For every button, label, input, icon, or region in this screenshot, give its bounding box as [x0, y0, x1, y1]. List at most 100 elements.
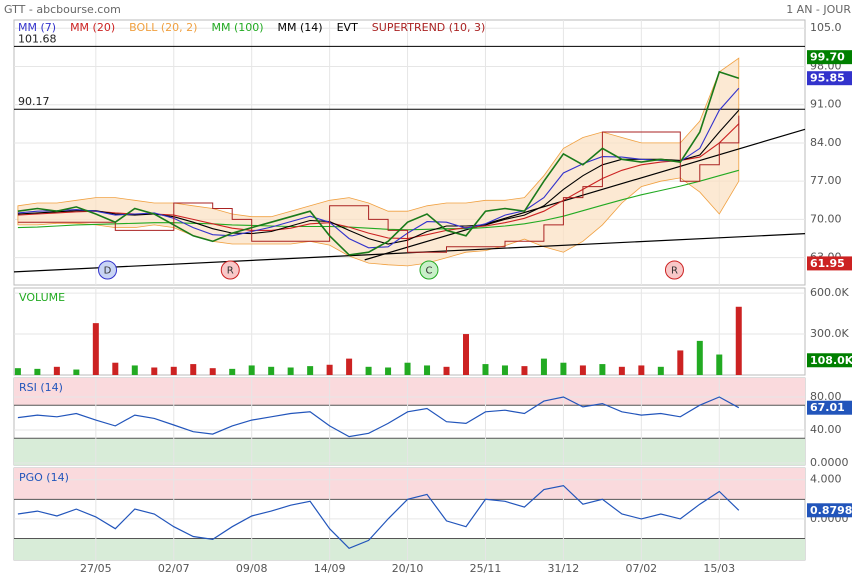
level-label: 90.17 — [18, 95, 50, 108]
volume-bar — [346, 358, 353, 375]
event-label: D — [104, 266, 112, 277]
y-tick-label: 300.0K — [810, 327, 849, 340]
y-tick-label: 84.00 — [810, 136, 842, 149]
volume-bar — [131, 365, 138, 375]
volume-bar — [638, 365, 645, 375]
last-value-box — [807, 353, 852, 368]
event-marker — [419, 260, 439, 280]
volume-bar — [151, 367, 158, 375]
volume-bar — [287, 367, 294, 375]
bollinger-band — [17, 57, 740, 267]
overbought-zone — [14, 378, 805, 406]
volume-bar — [657, 366, 664, 375]
legend-entry: MM (14) — [278, 21, 323, 34]
volume-bar — [716, 354, 723, 375]
panel — [13, 287, 806, 376]
volume-bar — [268, 366, 275, 375]
volume-bar — [618, 366, 625, 375]
trendline — [364, 128, 806, 261]
last-value-label: 0.8798 — [810, 504, 852, 517]
volume-bar — [677, 350, 684, 375]
y-tick-label: 80.00 — [810, 390, 842, 403]
volume-bar — [521, 366, 528, 375]
last-value-box — [807, 400, 852, 415]
volume-bar — [92, 323, 99, 375]
chart-title: GTT - abcbourse.com — [4, 3, 121, 16]
y-tick-label: 0.0000 — [810, 456, 849, 469]
moving-average — [17, 169, 739, 231]
volume-bar — [14, 368, 21, 375]
volume-bar — [560, 362, 567, 375]
oversold-zone — [14, 438, 805, 465]
price-line — [17, 70, 740, 256]
last-value-label: 67.01 — [810, 401, 845, 414]
legend-entry: EVT — [337, 21, 358, 34]
volume-bar — [365, 366, 372, 375]
volume-bar — [501, 365, 508, 375]
x-tick-label: 14/09 — [314, 562, 346, 575]
last-value-box — [807, 50, 852, 65]
x-tick-label: 20/10 — [392, 562, 424, 575]
volume-bar — [73, 369, 80, 375]
indicator-line — [17, 396, 740, 438]
x-tick-label: 25/11 — [470, 562, 502, 575]
volume-bar — [326, 364, 333, 375]
volume-bar — [482, 364, 489, 375]
y-tick-label: 4.000 — [810, 473, 842, 486]
last-value-box — [807, 256, 852, 271]
overbought-zone — [14, 468, 805, 500]
y-tick-label: 77.00 — [810, 174, 842, 187]
volume-bar — [463, 334, 469, 375]
volume-bar — [34, 368, 41, 375]
volume-bar — [209, 368, 216, 375]
last-value-label: 61.95 — [810, 257, 845, 270]
panel-title: VOLUME — [19, 291, 65, 304]
oversold-zone — [14, 538, 805, 560]
volume-bar — [599, 364, 606, 375]
x-tick-label: 31/12 — [548, 562, 580, 575]
event-label: C — [425, 266, 432, 277]
period: 1 AN - JOUR — [786, 3, 851, 16]
last-value-label: 108.0K — [810, 354, 854, 367]
y-tick-label: 70.00 — [810, 212, 842, 225]
volume-bar — [307, 366, 314, 375]
y-tick-label: 91.00 — [810, 98, 842, 111]
volume-bar — [53, 366, 60, 375]
volume-bar — [248, 365, 255, 375]
panel-title: PGO (14) — [19, 471, 69, 484]
last-value-label: 99.70 — [810, 51, 845, 64]
volume-bar — [540, 358, 547, 375]
volume-bar — [229, 368, 236, 375]
legend-entry: SUPERTREND (10, 3) — [372, 21, 486, 34]
x-tick-label: 27/05 — [80, 562, 112, 575]
legend-entry: MM (20) — [70, 21, 115, 34]
y-tick-label: 105.0 — [810, 21, 842, 34]
legend-entry: BOLL (20, 2) — [129, 21, 197, 34]
volume-bar — [696, 340, 703, 375]
moving-average — [17, 109, 740, 245]
y-tick-label: 600.0K — [810, 286, 849, 299]
x-tick-label: 15/03 — [703, 562, 735, 575]
panel-title: RSI (14) — [19, 381, 63, 394]
volume-bar — [443, 366, 450, 375]
last-value-label: 95.85 — [810, 72, 845, 85]
volume-bar — [385, 367, 392, 375]
supertrend — [17, 115, 740, 253]
trendline — [13, 233, 806, 273]
x-tick-label: 09/08 — [236, 562, 268, 575]
volume-bar — [424, 365, 431, 375]
event-marker — [98, 260, 118, 280]
level-label: 101.68 — [18, 32, 57, 45]
legend-entry: MM (7) — [18, 21, 56, 34]
event-label: R — [227, 266, 234, 277]
y-tick-label: 40.00 — [810, 423, 842, 436]
event-marker — [664, 260, 684, 280]
volume-bar — [735, 306, 742, 375]
volume-bar — [579, 365, 586, 375]
legend-entry: MM (100) — [211, 21, 263, 34]
last-value-box — [807, 503, 852, 518]
x-tick-label: 07/02 — [625, 562, 657, 575]
indicator-line — [17, 484, 740, 550]
volume-bar — [404, 362, 411, 375]
